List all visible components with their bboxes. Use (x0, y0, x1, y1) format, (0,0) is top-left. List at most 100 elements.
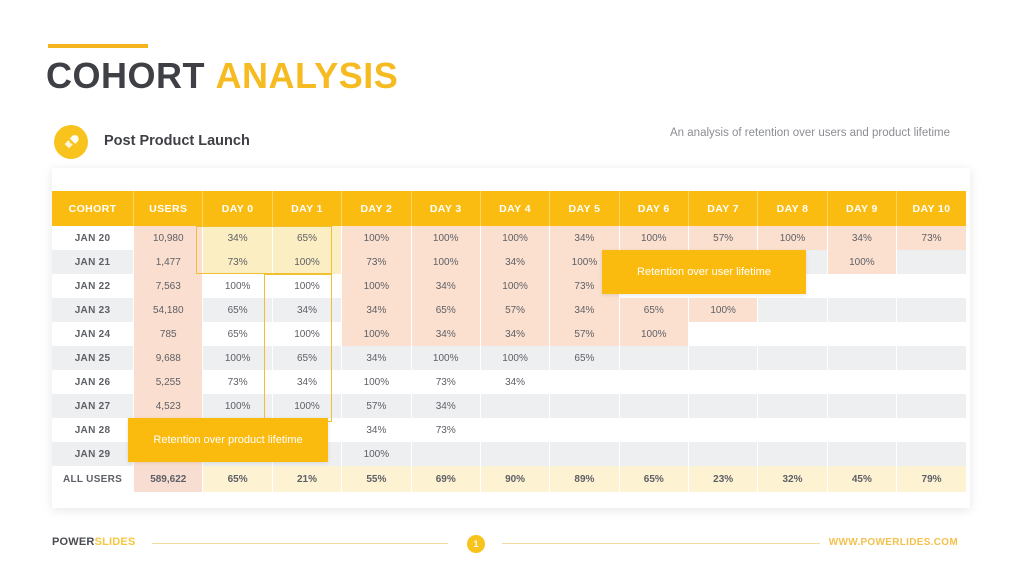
totals-cell: 32% (757, 466, 828, 492)
retention-cell: 100% (341, 226, 412, 250)
retention-cell: 73% (411, 418, 481, 442)
retention-cell (688, 394, 759, 418)
users-value: 4,523 (133, 394, 204, 418)
table-row: JAN 23 54,180 65% 34% 34% 65% 57% 34% 65% 100% (52, 298, 966, 322)
retention-cell (619, 442, 689, 466)
cohort-label: JAN 22 (52, 274, 135, 298)
totals-cell: 89% (549, 466, 620, 492)
retention-cell (757, 418, 828, 442)
retention-cell: 34% (272, 298, 343, 322)
retention-cell: 34% (480, 370, 551, 394)
footer-brand-primary: POWER (52, 536, 95, 548)
retention-cell (688, 322, 759, 346)
cohort-label: JAN 23 (52, 298, 135, 322)
retention-cell (896, 418, 966, 442)
users-value: 5,255 (133, 370, 204, 394)
callout-product-lifetime[interactable]: Retention over product lifetime (128, 418, 328, 462)
column-header[interactable]: DAY 7 (688, 191, 759, 226)
column-header[interactable]: DAY 1 (272, 191, 343, 226)
totals-cell: 21% (272, 466, 343, 492)
retention-cell: 34% (480, 322, 551, 346)
table-row: JAN 22 7,563 100% 100% 100% 34% 100% 73% (52, 274, 966, 298)
totals-cell: 65% (202, 466, 273, 492)
column-header[interactable]: DAY 3 (411, 191, 481, 226)
column-header[interactable]: DAY 10 (896, 191, 966, 226)
users-value: 54,180 (133, 298, 204, 322)
retention-cell: 100% (480, 226, 551, 250)
title-underline (48, 44, 148, 48)
column-header[interactable]: DAY 2 (341, 191, 412, 226)
retention-cell (896, 250, 966, 274)
retention-cell (827, 394, 898, 418)
retention-cell: 100% (202, 394, 273, 418)
table-header-row: COHORT USERS DAY 0 DAY 1 DAY 2 DAY 3 DAY 4 DAY … (52, 191, 966, 226)
subheader-note: An analysis of retention over users and … (670, 127, 950, 139)
cohort-label: JAN 29 (52, 442, 135, 466)
users-value: 10,980 (133, 226, 204, 250)
retention-cell (757, 394, 828, 418)
column-header[interactable]: DAY 6 (619, 191, 689, 226)
retention-cell (827, 442, 898, 466)
retention-cell: 34% (341, 298, 412, 322)
table-row: JAN 21 1,477 73% 100% 73% 100% 34% 100% 100% (52, 250, 966, 274)
retention-cell (688, 418, 759, 442)
retention-cell: 57% (480, 298, 551, 322)
retention-cell: 100% (757, 226, 828, 250)
cohort-label: JAN 28 (52, 418, 135, 442)
retention-cell: 73% (202, 370, 273, 394)
retention-cell (688, 346, 759, 370)
column-header[interactable]: DAY 9 (827, 191, 898, 226)
column-header[interactable]: DAY 8 (757, 191, 828, 226)
retention-cell: 34% (411, 394, 481, 418)
retention-cell: 34% (202, 226, 273, 250)
column-header[interactable]: DAY 5 (549, 191, 620, 226)
column-header[interactable]: USERS (133, 191, 204, 226)
users-value: 1,477 (133, 250, 204, 274)
users-value: 785 (133, 322, 204, 346)
retention-cell (619, 370, 689, 394)
callout-user-lifetime[interactable]: Retention over user lifetime (602, 250, 806, 294)
retention-cell: 100% (341, 442, 412, 466)
retention-cell (827, 370, 898, 394)
retention-cell (896, 298, 966, 322)
retention-cell: 34% (411, 322, 481, 346)
retention-cell (896, 322, 966, 346)
retention-cell (480, 418, 551, 442)
retention-cell (411, 442, 481, 466)
footer-divider-left (152, 543, 448, 544)
cohort-label: JAN 24 (52, 322, 135, 346)
footer-url[interactable]: WWW.POWERLIDES.COM (828, 537, 958, 548)
retention-cell: 73% (411, 370, 481, 394)
retention-cell: 100% (272, 322, 343, 346)
retention-cell (688, 442, 759, 466)
column-header[interactable]: DAY 0 (202, 191, 273, 226)
retention-cell (827, 298, 898, 322)
retention-cell: 100% (341, 322, 412, 346)
retention-cell: 57% (688, 226, 759, 250)
retention-cell: 73% (341, 250, 412, 274)
cohort-label: JAN 20 (52, 226, 135, 250)
retention-cell (896, 442, 966, 466)
retention-cell: 34% (272, 370, 343, 394)
retention-cell (619, 346, 689, 370)
retention-cell: 73% (202, 250, 273, 274)
retention-cell (757, 322, 828, 346)
retention-cell (757, 298, 828, 322)
page-number-badge: 1 (467, 535, 485, 553)
retention-cell: 34% (480, 250, 551, 274)
column-header[interactable]: COHORT (52, 191, 135, 226)
footer-brand-accent: SLIDES (94, 536, 136, 548)
retention-cell: 34% (549, 226, 620, 250)
table-row: JAN 24 785 65% 100% 100% 34% 34% 57% 100% (52, 322, 966, 346)
retention-cell (827, 418, 898, 442)
page-title: COHORT ANALYSIS (46, 54, 398, 98)
totals-cell: 69% (411, 466, 481, 492)
retention-cell (619, 394, 689, 418)
retention-cell (549, 442, 620, 466)
totals-cell: 45% (827, 466, 898, 492)
column-header[interactable]: DAY 4 (480, 191, 551, 226)
retention-cell (896, 370, 966, 394)
retention-cell (480, 442, 551, 466)
retention-cell (827, 322, 898, 346)
